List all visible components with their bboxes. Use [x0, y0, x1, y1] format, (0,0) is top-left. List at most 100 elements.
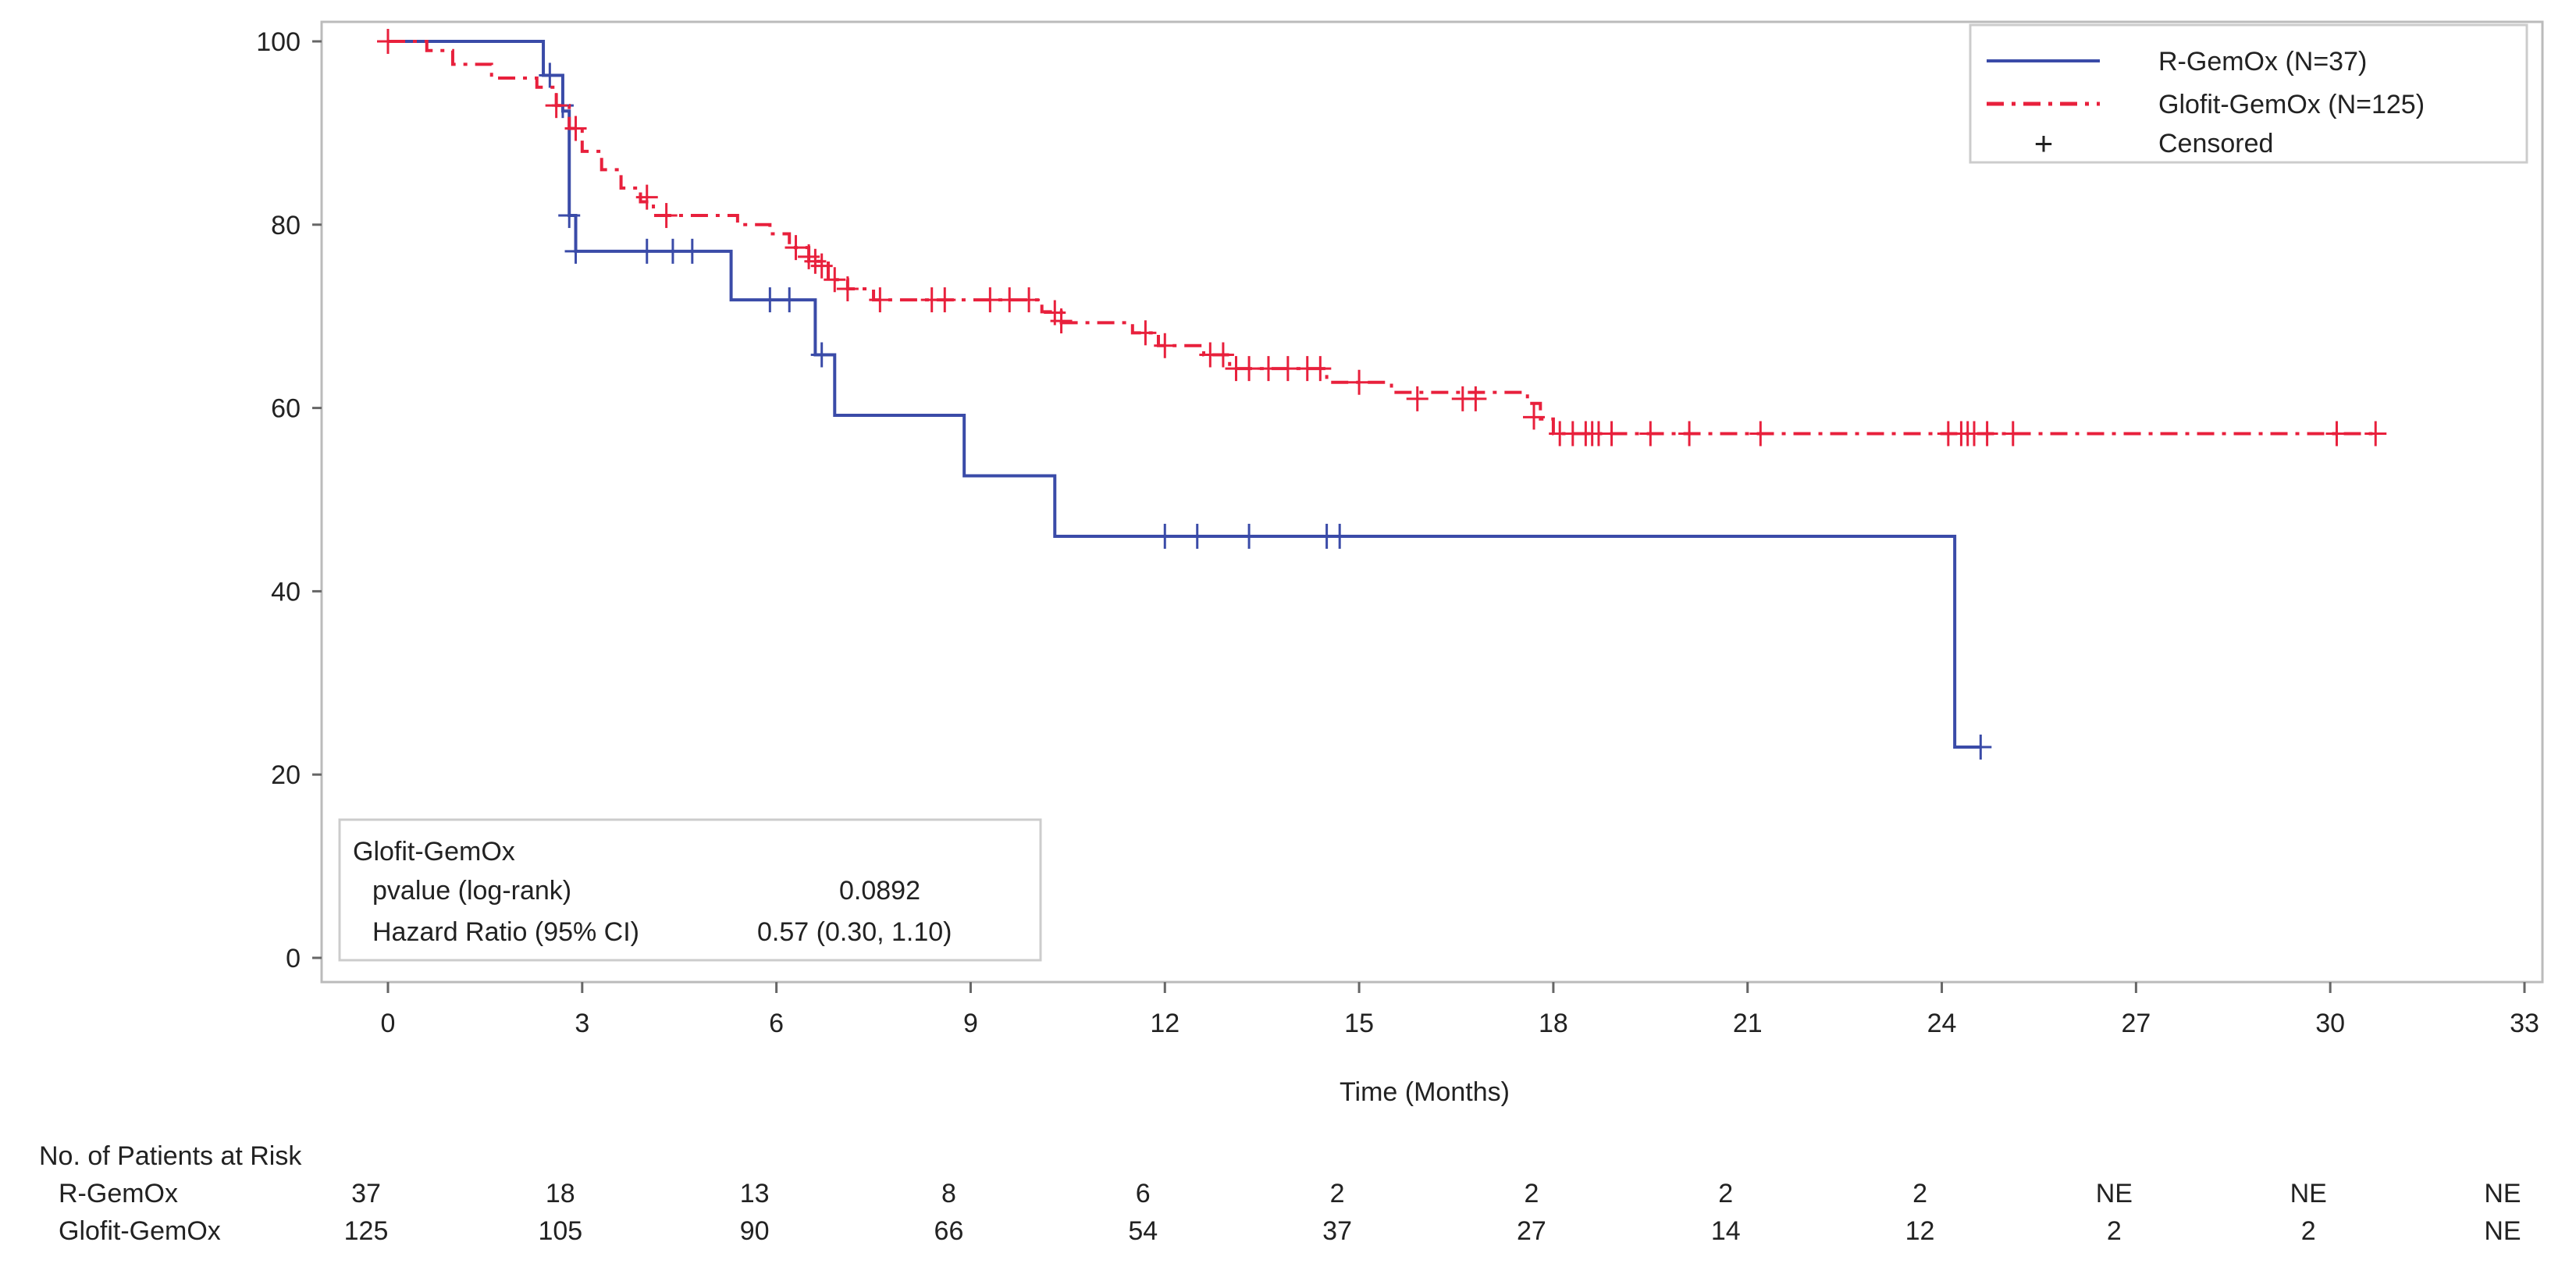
y-tick-label: 0	[286, 944, 301, 973]
risk-value: 2	[1524, 1179, 1539, 1208]
censored-mark	[1678, 421, 1701, 447]
risk-value: 125	[344, 1216, 389, 1246]
stats-pvalue-value: 0.0892	[839, 876, 920, 906]
censored-mark	[661, 238, 684, 264]
risk-value: 90	[740, 1216, 770, 1246]
legend-label-r-gemox: R-GemOx (N=37)	[2158, 47, 2367, 77]
legend-label-glofit-gemox: Glofit-GemOx (N=125)	[2158, 90, 2425, 119]
censored-mark	[539, 62, 561, 88]
risk-value: 2	[2107, 1216, 2122, 1246]
censored-mark	[1154, 333, 1176, 358]
censored-mark	[377, 29, 399, 54]
x-tick-label: 30	[2315, 1009, 2345, 1038]
censored-mark	[635, 238, 658, 264]
risk-value: NE	[2096, 1179, 2133, 1208]
x-tick-label: 6	[769, 1009, 784, 1038]
censored-mark	[1212, 342, 1234, 368]
censored-mark	[1238, 523, 1261, 549]
censored-mark	[1018, 287, 1041, 313]
censored-mark	[1348, 369, 1371, 395]
risk-value: 2	[1330, 1179, 1345, 1208]
x-tick-label: 24	[1927, 1009, 1957, 1038]
censored-symbol-icon: +	[2034, 125, 2054, 162]
censored-mark	[1969, 734, 1992, 760]
risk-row-label-r-gemox: R-GemOx	[59, 1179, 178, 1208]
risk-row-label-glofit-gemox: Glofit-GemOx	[59, 1216, 221, 1246]
stats-box: Glofit-GemOx pvalue (log-rank) 0.0892 Ha…	[338, 818, 1042, 962]
censored-mark	[1639, 421, 1662, 447]
stats-pvalue-label: pvalue (log-rank)	[372, 876, 571, 906]
censored-mark	[1050, 308, 1073, 334]
risk-value: 6	[1136, 1179, 1151, 1208]
censored-mark	[564, 116, 587, 141]
stats-title: Glofit-GemOx	[353, 837, 515, 867]
censored-mark	[836, 276, 859, 301]
stats-hr-value: 0.57 (0.30, 1.10)	[757, 917, 952, 947]
censored-mark	[564, 238, 587, 264]
risk-value: NE	[2484, 1179, 2521, 1208]
risk-value: 2	[2301, 1216, 2316, 1246]
censored-mark	[810, 253, 833, 279]
risk-table-title: No. of Patients at Risk	[39, 1141, 302, 1171]
censored-mark	[635, 184, 658, 210]
censored-mark	[979, 287, 1002, 313]
risk-value: 13	[740, 1179, 770, 1208]
risk-value: 12	[1905, 1216, 1935, 1246]
censored-mark	[1749, 421, 1772, 447]
censored-mark	[545, 93, 568, 119]
censored-mark	[1186, 523, 1208, 549]
risk-value: 2	[1912, 1179, 1927, 1208]
censored-mark	[1406, 386, 1429, 411]
censored-mark	[681, 238, 703, 264]
censored-mark	[1309, 356, 1332, 382]
censored-mark	[998, 287, 1021, 313]
censored-mark	[1523, 404, 1546, 430]
censored-mark	[1329, 523, 1351, 549]
y-axis: 0 20 40 60 80 100	[256, 27, 322, 973]
risk-value: 2	[1718, 1179, 1733, 1208]
x-tick-label: 18	[1539, 1009, 1568, 1038]
y-tick-label: 100	[256, 27, 301, 57]
x-tick-label: 9	[963, 1009, 978, 1038]
censored-mark	[2325, 421, 2348, 447]
risk-value: 66	[934, 1216, 964, 1246]
censored-mark	[1134, 320, 1157, 346]
censored-mark	[869, 287, 891, 313]
x-tick-label: 33	[2510, 1009, 2539, 1038]
risk-value: 37	[1322, 1216, 1352, 1246]
risk-value: 27	[1517, 1216, 1546, 1246]
risk-value: NE	[2290, 1179, 2327, 1208]
x-tick-label: 3	[575, 1009, 589, 1038]
risk-table: No. of Patients at Risk R-GemOx Glofit-G…	[39, 1141, 2521, 1246]
risk-value: 14	[1711, 1216, 1741, 1246]
y-tick-label: 80	[271, 211, 301, 240]
censored-mark	[810, 342, 833, 368]
censored-mark	[785, 235, 807, 261]
censored-mark	[759, 287, 781, 313]
x-tick-label: 12	[1150, 1009, 1179, 1038]
risk-value: 54	[1128, 1216, 1158, 1246]
x-tick-label: 15	[1344, 1009, 1374, 1038]
risk-value: 105	[538, 1216, 582, 1246]
censored-mark	[655, 203, 678, 229]
x-tick-label: 27	[2121, 1009, 2151, 1038]
censored-mark	[2001, 421, 2024, 447]
censored-mark	[824, 267, 846, 293]
stats-hr-label: Hazard Ratio (95% CI)	[372, 917, 639, 947]
censored-mark	[778, 287, 801, 313]
censored-mark	[1276, 356, 1299, 382]
x-axis: 0 3 6 9 12 15 18 21 24 27 30 33	[381, 982, 2539, 1038]
x-tick-label: 0	[381, 1009, 396, 1038]
y-tick-label: 20	[271, 760, 301, 790]
x-axis-label: Time (Months)	[1340, 1077, 1510, 1107]
censored-mark	[1238, 356, 1261, 382]
legend-label-censored: Censored	[2158, 129, 2273, 158]
stats-box-frame	[338, 818, 1042, 962]
risk-value: 37	[351, 1179, 381, 1208]
risk-value: 8	[941, 1179, 956, 1208]
y-tick-label: 40	[271, 577, 301, 607]
censored-mark	[934, 287, 956, 313]
curves	[377, 29, 2387, 760]
censored-mark	[1600, 421, 1623, 447]
